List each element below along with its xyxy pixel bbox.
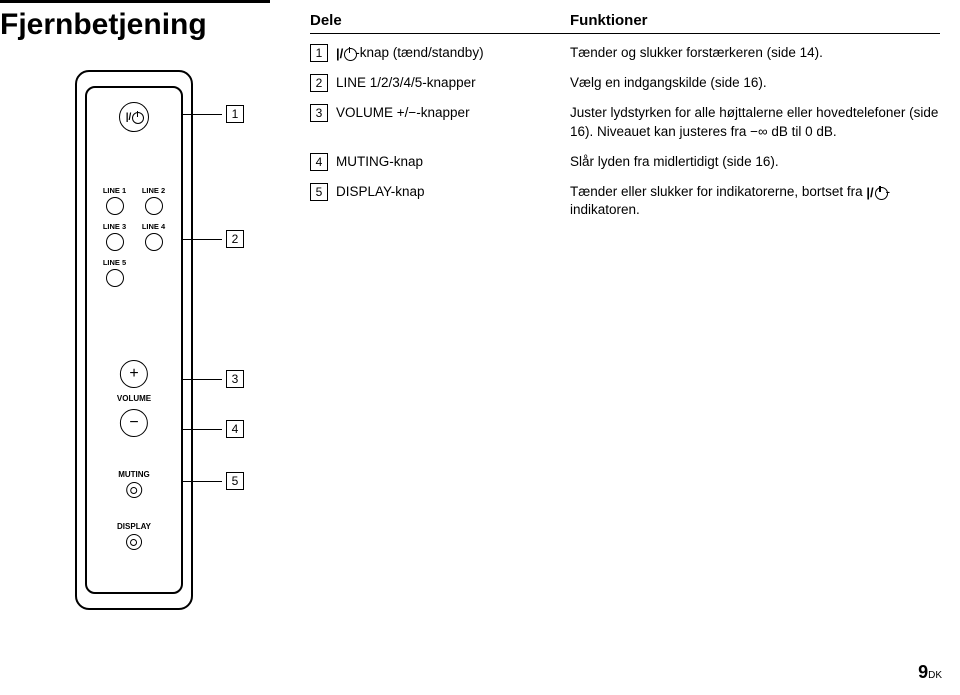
row-function: Vælg en indgangskilde (side 16). — [570, 74, 940, 92]
row-part: DISPLAY-knap — [336, 183, 570, 219]
row-number: 5 — [310, 183, 328, 201]
callout-leader — [182, 379, 222, 380]
power-icon: |/ — [866, 184, 885, 202]
muting-label: MUTING — [118, 470, 150, 479]
remote-diagram: |/ LINE 1 LINE 2 LINE 3 L — [75, 70, 193, 610]
row-function: Tænder eller slukker for indikatorerne, … — [570, 183, 940, 219]
table-row: 3 VOLUME +/−-knapper Juster lydstyrken f… — [310, 100, 940, 148]
row-part: MUTING-knap — [336, 153, 570, 171]
muting-button — [126, 482, 142, 498]
callout-3: 3 — [182, 370, 244, 388]
row-function-prefix: Tænder eller slukker for indikatorerne, … — [570, 184, 866, 199]
callout-number: 3 — [226, 370, 244, 388]
volume-group: + VOLUME − — [117, 360, 151, 437]
callout-leader — [182, 429, 222, 430]
callout-number: 4 — [226, 420, 244, 438]
callout-number: 1 — [226, 105, 244, 123]
page-number: 9 — [918, 662, 928, 682]
callout-5: 5 — [182, 472, 244, 490]
callout-2: 2 — [182, 230, 244, 248]
title-rule — [0, 0, 270, 3]
callout-leader — [182, 114, 222, 115]
table-header-functions: Funktioner — [570, 12, 940, 29]
table-row: 1 |/-knap (tænd/standby) Tænder og slukk… — [310, 40, 940, 70]
line-label: LINE 4 — [142, 222, 165, 231]
power-button: |/ — [119, 102, 149, 132]
table-row: 5 DISPLAY-knap Tænder eller slukker for … — [310, 179, 940, 227]
table-row: 2 LINE 1/2/3/4/5-knapper Vælg en indgang… — [310, 70, 940, 100]
callout-1: 1 — [182, 105, 244, 123]
line-label: LINE 5 — [103, 258, 126, 267]
line-button — [106, 233, 124, 251]
volume-plus-button: + — [120, 360, 148, 388]
row-number: 1 — [310, 44, 328, 62]
callout-4: 4 — [182, 420, 244, 438]
muting-group: MUTING — [118, 470, 150, 498]
callout-number: 5 — [226, 472, 244, 490]
table-header-parts: Dele — [310, 12, 570, 29]
display-group: DISPLAY — [117, 522, 151, 550]
line-button — [106, 197, 124, 215]
table-header: Dele Funktioner — [310, 12, 940, 34]
parts-functions-table: Dele Funktioner 1 |/-knap (tænd/standby)… — [310, 12, 940, 228]
row-number: 2 — [310, 74, 328, 92]
row-function: Tænder og slukker forstærkeren (side 14)… — [570, 44, 940, 62]
row-function: Slår lyden fra midlertidigt (side 16). — [570, 153, 940, 171]
row-part: |/-knap (tænd/standby) — [336, 44, 570, 62]
page-suffix: DK — [928, 670, 942, 681]
remote-outline: |/ LINE 1 LINE 2 LINE 3 L — [75, 70, 193, 610]
volume-label: VOLUME — [117, 394, 151, 403]
callout-number: 2 — [226, 230, 244, 248]
page-title: Fjernbetjening — [0, 8, 207, 42]
table-row: 4 MUTING-knap Slår lyden fra midlertidig… — [310, 149, 940, 179]
line-label: LINE 3 — [103, 222, 126, 231]
power-icon: |/ — [126, 112, 143, 123]
row-number: 3 — [310, 104, 328, 122]
row-function: Juster lydstyrken for alle højttalerne e… — [570, 104, 940, 140]
display-button — [126, 534, 142, 550]
line-button — [145, 233, 163, 251]
row-part: LINE 1/2/3/4/5-knapper — [336, 74, 570, 92]
display-label: DISPLAY — [117, 522, 151, 531]
volume-minus-button: − — [120, 409, 148, 437]
line-label: LINE 1 — [103, 186, 126, 195]
remote-inner-outline — [85, 86, 183, 594]
row-number: 4 — [310, 153, 328, 171]
callout-leader — [182, 239, 222, 240]
line-button — [145, 197, 163, 215]
callout-leader — [182, 481, 222, 482]
row-part: VOLUME +/−-knapper — [336, 104, 570, 140]
line-label: LINE 2 — [142, 186, 165, 195]
power-icon: |/ — [336, 45, 355, 63]
line-buttons-grid: LINE 1 LINE 2 LINE 3 LINE 4 — [95, 182, 173, 290]
page-footer: 9DK — [918, 662, 942, 683]
line-button — [106, 269, 124, 287]
row-part-text: -knap (tænd/standby) — [355, 45, 483, 60]
